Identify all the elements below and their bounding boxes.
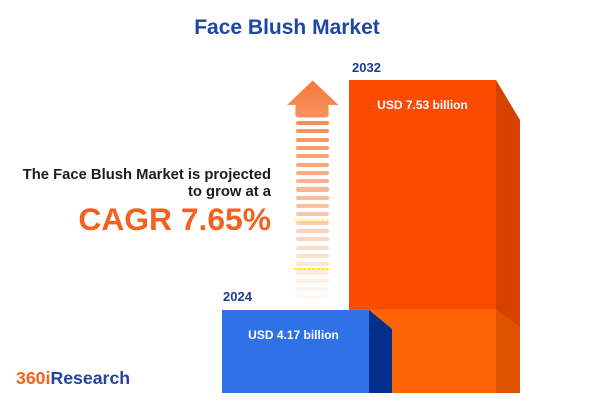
bar-value-2032: USD 7.53 billion bbox=[377, 98, 468, 112]
tagline-line2: to grow at a bbox=[187, 184, 271, 201]
arrow-stripe bbox=[295, 129, 329, 134]
bar-2024-front bbox=[222, 310, 369, 393]
tagline-line1: The Face Blush Market is projected bbox=[22, 167, 271, 183]
bar-2032-side-bottom bbox=[496, 309, 520, 393]
arrow-stripe bbox=[295, 245, 329, 250]
arrow-stripe bbox=[295, 121, 329, 126]
arrow-stripe bbox=[295, 278, 329, 283]
bar-label-2032: 2032 bbox=[352, 59, 381, 75]
cagr-value: CAGR 7.65% bbox=[78, 201, 271, 238]
arrow-stripe bbox=[295, 145, 329, 151]
arrow-stripe bbox=[295, 195, 329, 200]
arrow-stripe bbox=[295, 295, 329, 300]
arrow-stripe bbox=[295, 220, 329, 225]
bar-2024 bbox=[222, 310, 392, 393]
arrow-stripe bbox=[295, 262, 329, 267]
arrow-stripe bbox=[295, 253, 329, 258]
chart-title: Face Blush Market bbox=[194, 16, 380, 39]
arrow-stripe bbox=[295, 154, 329, 159]
arrow-stripe bbox=[295, 270, 329, 275]
logo-360i: 360i bbox=[16, 368, 51, 389]
arrow-stripe bbox=[295, 162, 329, 167]
bar-2032-front-top bbox=[349, 80, 496, 310]
arrow-stripe bbox=[295, 170, 329, 175]
arrow-stripe bbox=[295, 212, 329, 217]
bar-2024-side bbox=[369, 310, 392, 393]
arrow-stripe bbox=[295, 228, 329, 234]
arrow-stripe bbox=[295, 204, 329, 209]
arrow-up-icon bbox=[287, 80, 339, 118]
arrow-stripe bbox=[295, 137, 329, 142]
arrow-head-triangle bbox=[287, 80, 339, 105]
bar-value-2024: USD 4.17 billion bbox=[248, 327, 339, 342]
arrow-head-neck bbox=[295, 104, 329, 118]
yellow-dashed-line bbox=[294, 268, 329, 271]
logo: 360iResearch bbox=[16, 368, 131, 389]
bar-label-2024: 2024 bbox=[223, 289, 252, 304]
arrow-stripe bbox=[295, 179, 329, 184]
growth-arrow-shaft bbox=[294, 121, 329, 311]
yellow-dashed-line bbox=[294, 219, 329, 221]
logo-research: Research bbox=[50, 368, 131, 389]
arrow-stripe bbox=[295, 237, 329, 242]
arrow-stripe bbox=[295, 287, 329, 292]
arrow-stripe bbox=[295, 187, 329, 192]
